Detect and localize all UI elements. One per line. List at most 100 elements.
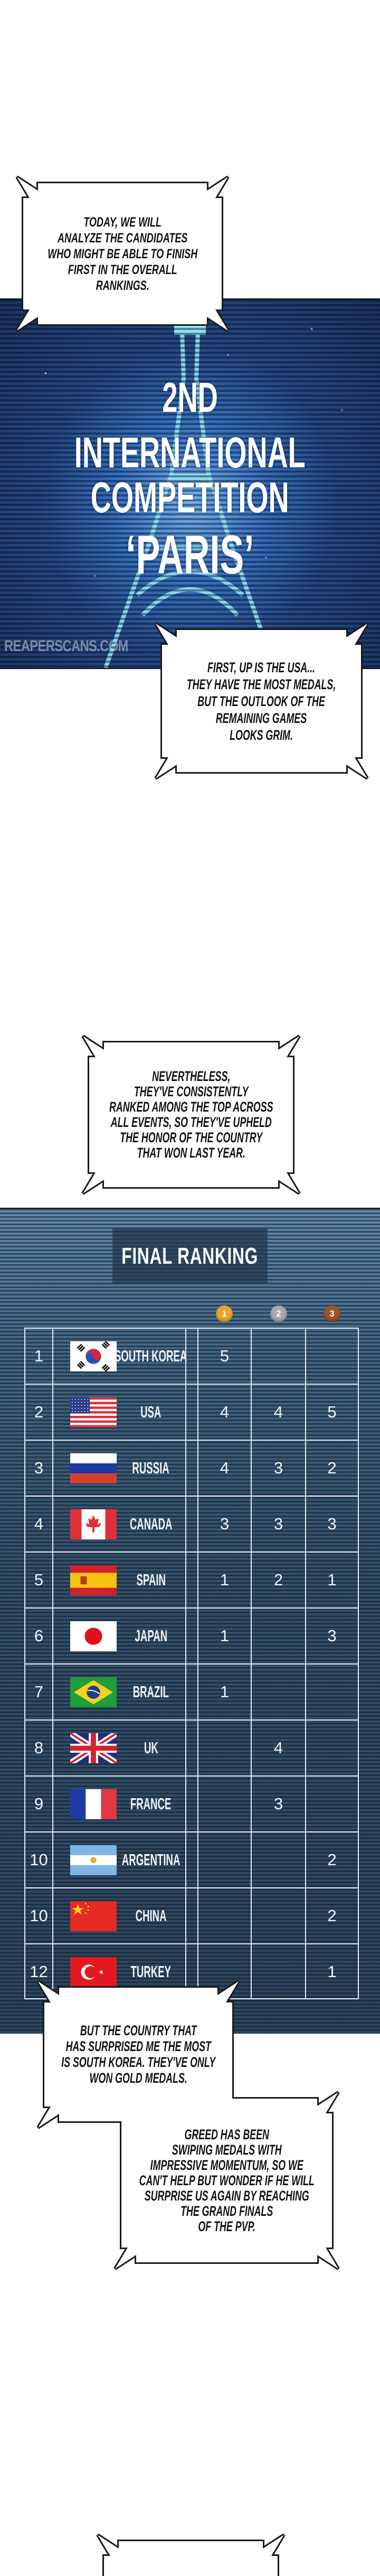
title-line: INTERNATIONAL — [74, 429, 306, 477]
ranking-row: 7 BRAZIL 1 — [25, 1665, 358, 1721]
country-cell — [53, 1441, 185, 1496]
silver-count: 4 — [273, 1738, 283, 1757]
rank-number: 3 — [34, 1459, 44, 1477]
silver-count: 3 — [273, 1794, 283, 1813]
rank-number: 8 — [34, 1738, 44, 1757]
flag-es-icon — [70, 1565, 117, 1595]
speech-bubble-fill — [17, 177, 228, 331]
bubble-text-line: BUT THE OUTLOOK OF THE — [197, 693, 326, 709]
country-cell — [53, 1329, 185, 1384]
bubble-text-line: SURPRISE US AGAIN BY REACHING — [144, 2187, 309, 2204]
bubble-text-line: BUT THE COUNTRY THAT — [80, 2023, 197, 2038]
rank-number: 1 — [34, 1347, 44, 1365]
bronze-count: 2 — [327, 1459, 337, 1477]
bubble-text-line: WON GOLD MEDALS. — [89, 2070, 187, 2086]
ranking-row: 9 FRANCE 3 — [25, 1776, 358, 1832]
bubble-text-line: IS SOUTH KOREA. THEY'VE ONLY — [61, 2054, 216, 2070]
flag-ar-icon — [70, 1845, 117, 1875]
rank-number: 2 — [34, 1403, 44, 1421]
speech-bubble-intro: TODAY, WE WILL ANALYZE THE CANDIDATES WHO … — [23, 183, 222, 324]
bubble-text-line: THEY'VE CONSISTENTLY — [134, 1084, 249, 1099]
ranking-table: 1 SOUTH KOREA 5 2 USA 4 4 5 3 RUSSIA 4 3 … — [24, 1328, 359, 1999]
bronze-count: 3 — [327, 1627, 337, 1645]
country-cell — [53, 1609, 185, 1663]
title-line: 2ND — [162, 374, 218, 421]
silver-count: 3 — [273, 1515, 283, 1533]
ranking-row: 3 RUSSIA 4 3 2 — [25, 1441, 358, 1497]
speech-bubble-south-korea: BUT THE COUNTRY THAT HAS SURPRISED ME THE… — [44, 2001, 232, 2107]
competition-title-panel: 2ND INTERNATIONAL COMPETITION ‘PARIS’ RE… — [0, 298, 380, 669]
bronze-count: 1 — [327, 1962, 337, 1981]
country-name: UK — [144, 1738, 158, 1757]
bubble-text-line: RANKINGS. — [96, 278, 149, 293]
country-name: CHINA — [135, 1906, 167, 1925]
country-name: ARGENTINA — [121, 1850, 180, 1869]
final-ranking-panel: FINAL RANKING 1 2 3 1 SOUTH KOREA 5 2 US… — [0, 1208, 380, 2034]
bubble-text-line: OF THE PVP. — [198, 2218, 255, 2234]
ranking-row: 10 CHINA 2 — [25, 1888, 358, 1944]
flag-fr-icon — [70, 1789, 117, 1819]
rank-number: 10 — [30, 1850, 48, 1869]
title-line: ‘PARIS’ — [126, 524, 254, 586]
ranking-row: 1 SOUTH KOREA 5 — [25, 1329, 358, 1385]
scanline-overlay — [0, 299, 380, 668]
scanline-overlay — [0, 1209, 380, 2034]
bubble-text-line: RANKED AMONG THE TOP ACROSS — [109, 1099, 273, 1115]
watermark-logo: REAPERSCANS.COM — [4, 637, 129, 655]
ranking-row: 8 UK 4 — [25, 1721, 358, 1776]
bubble-text-line: LOOKS GRIM. — [230, 727, 293, 743]
ranking-row: 12 TURKEY 1 — [25, 1944, 358, 2000]
ranking-row: 10 ARGENTINA 2 — [25, 1832, 358, 1888]
bubble-text-line: TODAY, WE WILL — [83, 214, 162, 230]
rank-number: 12 — [30, 1962, 48, 1981]
country-cell — [53, 1832, 185, 1887]
country-cell — [53, 1944, 185, 1999]
bubble-text-line: IMPRESSIVE MOMENTUM, SO WE — [150, 2157, 303, 2173]
flag-us-icon — [70, 1397, 117, 1427]
ranking-title: FINAL RANKING — [112, 1228, 268, 1284]
silver-count: 2 — [273, 1571, 283, 1589]
silver-count: 4 — [273, 1403, 283, 1421]
rank-number: 4 — [34, 1515, 44, 1533]
silver-medal-icon: 2 — [270, 1305, 287, 1322]
country-name: USA — [140, 1403, 162, 1421]
bronze-count: 2 — [327, 1850, 337, 1869]
country-cell — [53, 1888, 185, 1943]
rank-number: 10 — [30, 1906, 48, 1925]
bubble-text-line: GREED HAS BEEN — [184, 2126, 269, 2142]
silver-count: 3 — [273, 1459, 283, 1477]
bronze-count: 3 — [327, 1515, 337, 1533]
country-cell — [53, 1553, 185, 1607]
rank-number: 5 — [34, 1571, 44, 1589]
speech-bubble-greed: GREED HAS BEEN SWIPING MEDALS WITH IMPRESS… — [121, 2099, 332, 2262]
starfield-background — [0, 299, 380, 668]
bubble-text-line: FIRST, UP IS THE USA... — [207, 659, 316, 675]
ranking-row: 6 JAPAN 1 3 — [25, 1609, 358, 1665]
country-name: BRAZIL — [132, 1682, 169, 1701]
country-cell — [53, 1385, 185, 1440]
country-name: RUSSIA — [132, 1459, 170, 1477]
rank-number: 9 — [34, 1794, 44, 1813]
gold-count: 1 — [220, 1682, 230, 1701]
bubble-text-line: HAS SURPRISED ME THE MOST — [65, 2038, 211, 2054]
bronze-count: 2 — [327, 1906, 337, 1925]
gold-medal-icon: 1 — [216, 1305, 233, 1322]
title-line: COMPETITION — [91, 474, 289, 522]
bronze-count: 1 — [327, 1571, 337, 1589]
speech-bubble-fill — [156, 624, 367, 778]
country-name: TURKEY — [130, 1962, 172, 1981]
speech-bubble-usa: FIRST, UP IS THE USA... THEY HAVE THE MOS… — [162, 630, 361, 772]
gold-count: 4 — [220, 1403, 230, 1421]
flag-gb-icon — [70, 1733, 117, 1763]
gold-count: 3 — [220, 1515, 230, 1533]
country-name: SPAIN — [136, 1571, 166, 1589]
ranking-row: 5 SPAIN 1 2 1 — [25, 1553, 358, 1609]
flag-ru-icon — [70, 1453, 117, 1483]
bubble-text-line: THAT WON LAST YEAR. — [137, 1145, 245, 1161]
country-name: SOUTH KOREA — [115, 1347, 187, 1365]
bubble-text-line: SWIPING MEDALS WITH — [172, 2141, 282, 2158]
bubble-text-line: NEVERTHELESS, — [151, 1068, 231, 1084]
speech-bubble-fill — [38, 1981, 239, 2128]
gold-count: 4 — [220, 1459, 230, 1477]
